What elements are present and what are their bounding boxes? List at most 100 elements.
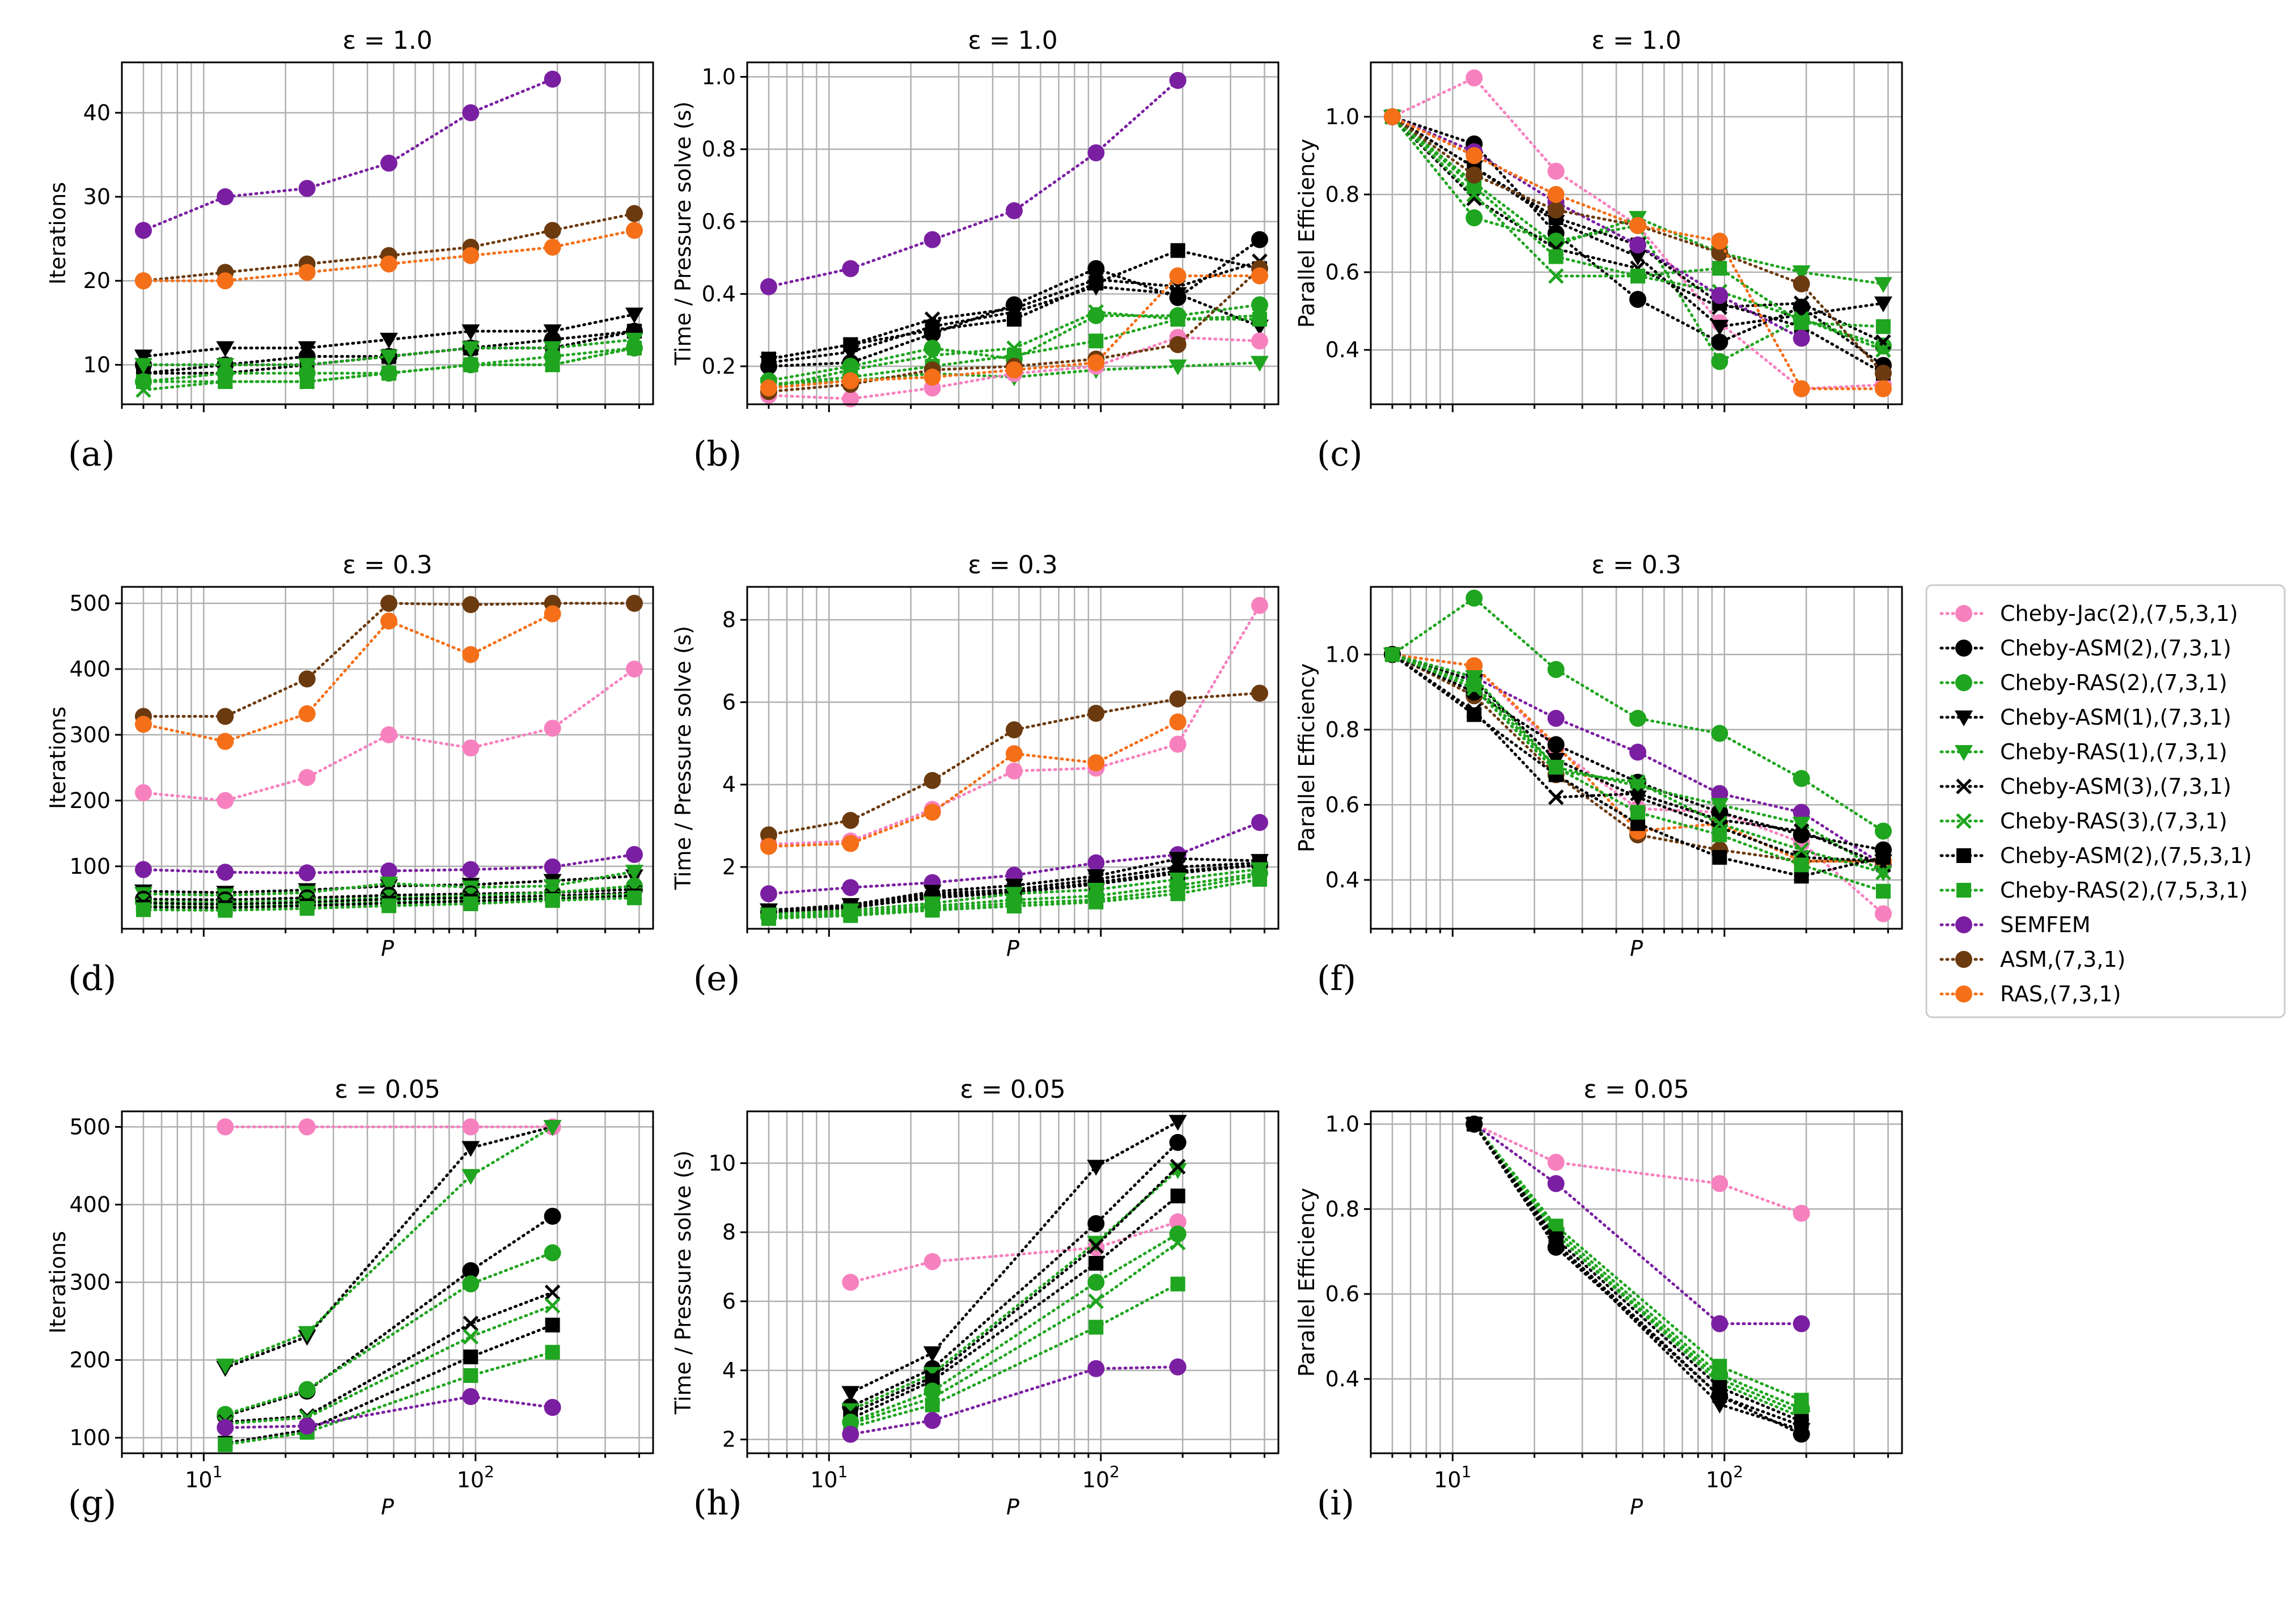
- data-point-sem: [1629, 743, 1646, 761]
- data-point-sem: [1169, 71, 1187, 89]
- data-point-ras2b: [925, 903, 940, 918]
- data-point-asm2b: [1875, 850, 1891, 865]
- data-point-ras: [842, 835, 859, 852]
- data-point-cjac: [1465, 69, 1483, 87]
- series-group: [1383, 69, 1892, 397]
- data-point-ras2b: [1170, 312, 1185, 327]
- data-point-ras: [1087, 354, 1105, 371]
- legend-marker-ras: [1955, 985, 1972, 1002]
- y-tick-label: 8: [722, 607, 736, 632]
- series-line-cjac: [1472, 1123, 1803, 1215]
- data-point-ras1: [543, 1120, 562, 1136]
- legend-item-sem: SEMFEM: [1939, 912, 2091, 937]
- series-group: [134, 70, 643, 398]
- data-point-cjac: [1251, 597, 1268, 614]
- y-axis-label: Iterations: [45, 1231, 70, 1334]
- data-point-asm2: [1251, 231, 1268, 248]
- legend-label: Cheby-ASM(2),(7,3,1): [2000, 636, 2231, 661]
- series-group: [759, 71, 1269, 408]
- data-point-sem: [1711, 785, 1729, 802]
- data-point-ras2b: [1467, 677, 1482, 692]
- data-point-ras: [298, 264, 316, 281]
- chart-title: ε = 0.05: [960, 1075, 1066, 1104]
- x-axis-label: P: [1630, 936, 1643, 961]
- data-point-ras1: [461, 341, 480, 357]
- series-line-asm3: [849, 1165, 1180, 1415]
- series-line-asm1: [849, 1120, 1180, 1394]
- data-point-ras2: [298, 1381, 316, 1398]
- data-point-cjac: [1169, 1213, 1187, 1230]
- data-point-ras: [1711, 232, 1729, 250]
- series-line-asm2: [849, 1141, 1180, 1408]
- data-point-asm: [1169, 336, 1187, 353]
- data-point-ras3: [1088, 1293, 1104, 1309]
- legend-marker-asm: [1955, 951, 1972, 968]
- data-point-asm2: [1087, 1215, 1105, 1232]
- data-point-ras1: [379, 876, 398, 892]
- data-point-ras2: [462, 1275, 480, 1293]
- data-point-ras: [924, 803, 941, 821]
- y-tick-label: 0.4: [1325, 1367, 1359, 1391]
- data-point-cjac: [1251, 332, 1268, 350]
- data-point-asm1: [216, 341, 235, 357]
- data-point-ras2b: [925, 1397, 940, 1412]
- data-point-ras2: [1711, 725, 1729, 742]
- data-point-cjac: [298, 1118, 316, 1136]
- data-point-sem: [1629, 236, 1646, 254]
- legend-item-asm: ASM,(7,3,1): [1939, 947, 2125, 972]
- data-point-asm2: [544, 1208, 561, 1225]
- y-tick-label: 200: [69, 788, 111, 813]
- data-point-ras: [462, 247, 480, 264]
- data-point-cjac: [298, 769, 316, 786]
- data-point-ras2: [1465, 209, 1483, 227]
- data-point-sem: [1547, 1175, 1565, 1192]
- y-axis-label: Iterations: [45, 707, 70, 809]
- data-point-asm2b: [761, 352, 776, 367]
- data-point-ras2b: [545, 357, 560, 373]
- axes-frame: [1370, 586, 1903, 930]
- series-line-ras1: [1472, 1123, 1803, 1419]
- data-point-ras: [1793, 380, 1810, 397]
- data-point-ras2b: [545, 893, 560, 908]
- data-point-asm3: [1088, 1238, 1104, 1254]
- data-point-asm: [924, 772, 941, 789]
- data-point-sem: [298, 864, 316, 882]
- y-tick-label: 0.2: [702, 354, 736, 379]
- data-point-ras: [842, 372, 859, 390]
- series-line-sem: [142, 78, 554, 232]
- data-point-ras1: [1710, 798, 1729, 814]
- series-group: [1465, 1115, 1811, 1443]
- data-point-ras2b: [135, 902, 151, 917]
- data-point-asm2: [1087, 260, 1105, 277]
- panel-label: (b): [693, 434, 742, 474]
- data-point-ras2: [1793, 769, 1810, 787]
- panel-label: (c): [1317, 434, 1362, 474]
- series-line-asm2b: [849, 1194, 1180, 1420]
- data-point-asm1: [461, 324, 480, 341]
- data-point-ras3: [544, 1297, 561, 1314]
- data-point-ras2b: [1712, 261, 1727, 276]
- data-point-sem: [1793, 1315, 1810, 1332]
- y-tick-label: 20: [83, 268, 111, 293]
- legend-label: Cheby-ASM(3),(7,3,1): [2000, 774, 2231, 799]
- data-point-cjac: [1169, 735, 1187, 753]
- data-point-ras1: [1168, 359, 1187, 375]
- chart-panel-i: 0.4 0.6 0.8 1.0 101 102 ε = 0.05 Parallel Effic…: [1294, 1075, 1903, 1523]
- panel-label: (d): [68, 959, 116, 999]
- data-point-asm2: [1169, 1133, 1187, 1151]
- y-axis-label: Time / Pressure solve (s): [671, 626, 696, 890]
- data-point-ras2b: [1794, 857, 1809, 873]
- data-point-sem: [134, 222, 152, 239]
- data-point-cjac: [1547, 162, 1565, 180]
- data-point-asm3: [1170, 1158, 1186, 1175]
- grid-lines: [121, 1111, 653, 1453]
- series-line-ras3: [223, 1304, 554, 1425]
- legend-marker-cjac: [1955, 605, 1972, 622]
- y-axis-label: Iterations: [45, 182, 70, 285]
- data-point-sem: [924, 1412, 941, 1429]
- data-point-asm: [625, 205, 643, 222]
- legend-marker-ras2b: [1956, 883, 1971, 898]
- chart-title: ε = 0.3: [1591, 551, 1681, 579]
- data-point-asm2b: [925, 323, 940, 338]
- data-point-sem: [462, 1387, 480, 1405]
